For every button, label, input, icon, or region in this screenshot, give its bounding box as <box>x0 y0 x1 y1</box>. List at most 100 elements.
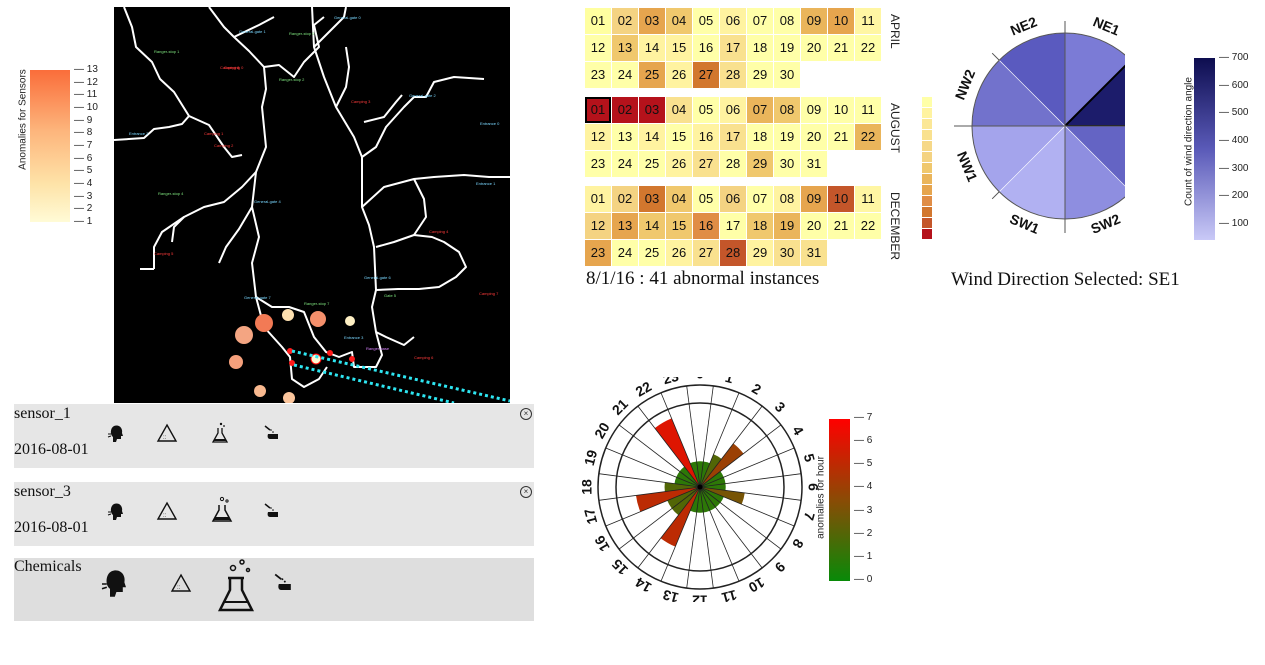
calendar-day[interactable]: 05 <box>693 97 719 123</box>
calendar-day[interactable]: 17 <box>720 124 746 150</box>
calendar-day[interactable]: 24 <box>612 151 638 177</box>
calendar-day[interactable]: 02 <box>612 97 638 123</box>
calendar-day[interactable]: 23 <box>585 62 611 88</box>
calendar-day[interactable]: 11 <box>855 8 881 34</box>
sensor-dot[interactable] <box>283 392 295 403</box>
calendar-day[interactable]: 23 <box>585 240 611 266</box>
hazard-triangle-icon[interactable]: :: <box>156 501 178 520</box>
calendar-day[interactable]: 01 <box>585 97 611 123</box>
sensor-dot[interactable] <box>282 309 294 321</box>
hour-bar[interactable] <box>671 487 700 516</box>
sensor-dot[interactable] <box>255 314 273 332</box>
hand-chemical-icon[interactable] <box>264 503 278 517</box>
calendar-day[interactable]: 04 <box>666 186 692 212</box>
calendar-day[interactable]: 28 <box>720 151 746 177</box>
calendar-day[interactable]: 09 <box>801 8 827 34</box>
close-button[interactable]: × <box>520 408 532 420</box>
calendar-day[interactable]: 09 <box>801 186 827 212</box>
calendar-day[interactable]: 15 <box>666 35 692 61</box>
hour-bar[interactable] <box>700 443 744 487</box>
calendar-day[interactable]: 27 <box>693 151 719 177</box>
calendar-day[interactable]: 22 <box>855 35 881 61</box>
calendar-day[interactable]: 08 <box>774 186 800 212</box>
factory-marker[interactable] <box>349 356 355 362</box>
factory-marker[interactable] <box>327 350 333 356</box>
calendar-day[interactable]: 07 <box>747 8 773 34</box>
calendar-day[interactable]: 26 <box>666 240 692 266</box>
calendar-day[interactable]: 19 <box>774 124 800 150</box>
calendar-day[interactable]: 16 <box>693 35 719 61</box>
calendar-day[interactable]: 12 <box>585 35 611 61</box>
calendar-day[interactable]: 28 <box>720 62 746 88</box>
calendar-day[interactable]: 05 <box>693 186 719 212</box>
calendar-day[interactable]: 22 <box>855 124 881 150</box>
calendar-day[interactable]: 21 <box>828 213 854 239</box>
hour-bar[interactable] <box>700 483 726 491</box>
calendar-day[interactable]: 16 <box>693 124 719 150</box>
calendar-day[interactable]: 16 <box>693 213 719 239</box>
calendar-day[interactable]: 17 <box>720 213 746 239</box>
calendar-day[interactable]: 20 <box>801 213 827 239</box>
breathing-head-icon[interactable] <box>107 503 123 520</box>
sensor-dot[interactable] <box>310 311 326 327</box>
hour-bar[interactable] <box>700 454 722 487</box>
calendar-day[interactable]: 03 <box>639 97 665 123</box>
calendar-day[interactable]: 04 <box>666 97 692 123</box>
calendar-day[interactable]: 04 <box>666 8 692 34</box>
calendar-day[interactable]: 15 <box>666 213 692 239</box>
calendar-day[interactable]: 18 <box>747 124 773 150</box>
calendar-day[interactable]: 10 <box>828 8 854 34</box>
calendar-day[interactable]: 25 <box>639 151 665 177</box>
sensor-panel[interactable]: sensor_1 2016-08-01 × :: <box>14 404 534 468</box>
calendar-day[interactable]: 22 <box>855 213 881 239</box>
sensor-panel[interactable]: sensor_3 2016-08-01 × :: <box>14 482 534 546</box>
calendar-day[interactable]: 28 <box>720 240 746 266</box>
flask-icon[interactable] <box>217 559 255 612</box>
sensor-dot[interactable] <box>345 316 355 326</box>
hand-chemical-icon[interactable] <box>264 425 278 439</box>
wind-segment-se1[interactable] <box>1062 60 1125 127</box>
calendar-day[interactable]: 11 <box>855 97 881 123</box>
flask-icon[interactable] <box>211 422 229 443</box>
calendar-day[interactable]: 01 <box>585 8 611 34</box>
calendar-day[interactable]: 24 <box>612 62 638 88</box>
hand-chemical-icon[interactable] <box>274 573 291 590</box>
calendar-day[interactable]: 17 <box>720 35 746 61</box>
calendar-day[interactable]: 26 <box>666 151 692 177</box>
calendar-day[interactable]: 30 <box>774 151 800 177</box>
calendar-day[interactable]: 11 <box>855 186 881 212</box>
hour-bar[interactable] <box>700 487 716 511</box>
calendar-day[interactable]: 14 <box>639 124 665 150</box>
hazard-triangle-icon[interactable]: :: <box>170 573 192 592</box>
hour-bar[interactable] <box>700 487 721 508</box>
calendar-day[interactable]: 24 <box>612 240 638 266</box>
calendar-day[interactable]: 13 <box>612 213 638 239</box>
calendar-day[interactable]: 13 <box>612 124 638 150</box>
calendar-day[interactable]: 07 <box>747 186 773 212</box>
calendar-day[interactable]: 05 <box>693 8 719 34</box>
calendar-day[interactable]: 29 <box>747 240 773 266</box>
calendar-day[interactable]: 01 <box>585 186 611 212</box>
calendar-day[interactable]: 18 <box>747 213 773 239</box>
calendar-day[interactable]: 31 <box>801 240 827 266</box>
wind-direction-rose[interactable]: NE1SE1SE2SW2SW1NW1NW2NE2 <box>945 10 1125 242</box>
hourly-anomaly-clock[interactable]: 01234567891011121314151617181920212223 <box>580 377 820 602</box>
hour-bar[interactable] <box>700 487 724 503</box>
calendar-day[interactable]: 02 <box>612 186 638 212</box>
calendar-day[interactable]: 14 <box>639 35 665 61</box>
hour-bar[interactable] <box>696 461 704 487</box>
calendar-day[interactable]: 30 <box>774 240 800 266</box>
calendar-day[interactable]: 19 <box>774 213 800 239</box>
calendar-day[interactable]: 27 <box>693 62 719 88</box>
sensor-dot[interactable] <box>254 385 266 397</box>
calendar-day[interactable]: 12 <box>585 124 611 150</box>
calendar-day[interactable]: 03 <box>639 186 665 212</box>
hour-bar[interactable] <box>667 487 700 509</box>
calendar-day[interactable]: 26 <box>666 62 692 88</box>
hour-bar[interactable] <box>676 471 700 487</box>
calendar-day[interactable]: 06 <box>720 97 746 123</box>
calendar-day[interactable]: 08 <box>774 8 800 34</box>
hour-bar[interactable] <box>654 418 700 487</box>
calendar-day[interactable]: 20 <box>801 35 827 61</box>
calendar-day[interactable]: 15 <box>666 124 692 150</box>
